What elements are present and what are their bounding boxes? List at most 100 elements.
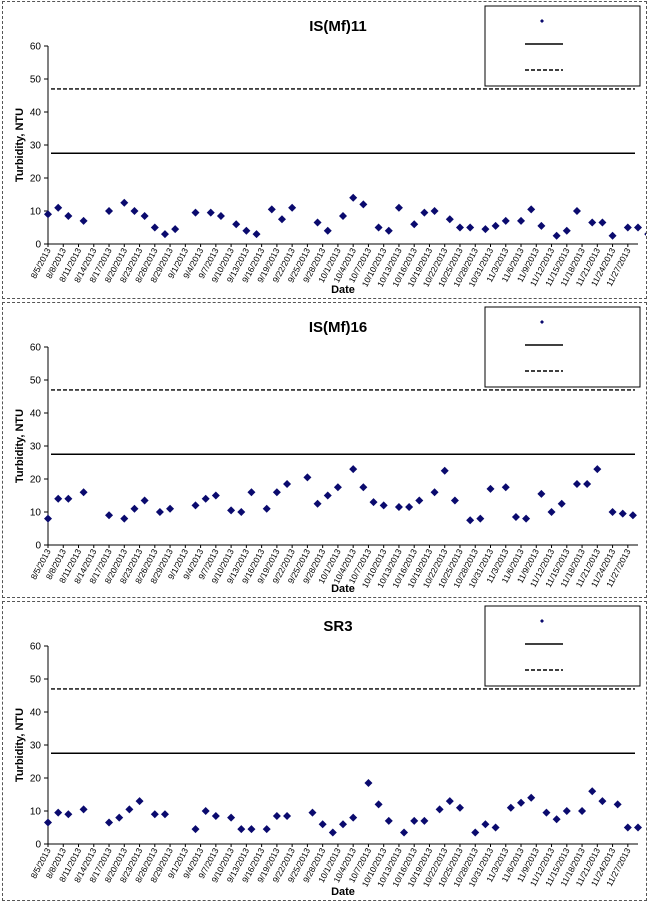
data-point: [557, 499, 566, 508]
data-point: [272, 811, 281, 820]
y-tick-label: 0: [35, 541, 41, 552]
data-point: [466, 516, 475, 525]
chart-title: IS(Mf)11: [309, 18, 367, 35]
data-point: [150, 810, 159, 819]
data-point: [364, 778, 373, 787]
y-tick-label: 40: [30, 409, 42, 420]
data-point: [445, 215, 454, 224]
y-tick-label: 50: [30, 675, 42, 686]
data-point: [450, 496, 459, 505]
data-point: [171, 225, 180, 234]
data-point: [150, 223, 159, 232]
data-point: [593, 465, 602, 474]
data-point: [262, 825, 271, 834]
data-point: [598, 218, 607, 227]
data-point: [481, 225, 490, 234]
data-point: [54, 203, 63, 212]
data-point: [486, 484, 495, 493]
data-point: [634, 223, 642, 232]
data-point: [105, 818, 114, 827]
data-point: [201, 494, 210, 503]
data-point: [313, 218, 322, 227]
y-tick-label: 30: [30, 741, 42, 752]
data-point: [420, 816, 429, 825]
data-point: [466, 223, 475, 232]
data-point: [359, 483, 368, 492]
data-point: [634, 823, 642, 832]
data-point: [120, 198, 129, 207]
data-point: [160, 810, 169, 819]
data-point: [511, 512, 520, 521]
data-point: [323, 491, 332, 500]
data-point: [522, 514, 531, 523]
data-point: [216, 211, 225, 220]
data-point: [339, 211, 347, 220]
data-point: [105, 511, 114, 520]
data-point: [232, 220, 241, 229]
data-point: [410, 220, 419, 229]
data-point: [517, 798, 526, 807]
data-point: [644, 230, 650, 239]
data-point: [140, 211, 149, 220]
data-point: [211, 811, 220, 820]
data-point: [400, 828, 409, 837]
x-axis-label: Date: [331, 284, 355, 296]
data-point: [323, 226, 332, 235]
data-point: [191, 501, 200, 510]
y-tick-label: 20: [30, 475, 42, 486]
data-point: [501, 216, 510, 225]
data-point: [430, 207, 439, 215]
data-point: [435, 805, 444, 814]
data-point: [308, 808, 317, 817]
data-point: [410, 816, 419, 825]
y-tick-label: 60: [30, 42, 42, 53]
data-point: [115, 813, 124, 822]
data-point: [227, 506, 236, 515]
data-point: [211, 491, 220, 500]
y-tick-label: 10: [30, 807, 42, 818]
y-tick-label: 50: [30, 75, 42, 86]
legend-marker: [540, 19, 544, 23]
x-axis-label: Date: [331, 886, 355, 898]
data-point: [537, 489, 546, 498]
y-tick-label: 20: [30, 774, 42, 785]
data-point: [430, 488, 439, 497]
data-point: [349, 193, 358, 202]
legend-box: [484, 605, 641, 687]
data-point: [191, 208, 200, 217]
legend-box: [484, 5, 641, 87]
data-point: [125, 805, 134, 814]
data-point: [598, 797, 607, 806]
y-tick-label: 0: [35, 240, 41, 251]
data-point: [79, 216, 88, 225]
data-point: [394, 503, 403, 512]
data-point: [349, 465, 358, 474]
data-point: [242, 226, 251, 235]
data-point: [527, 793, 536, 802]
data-point: [64, 494, 73, 503]
data-point: [578, 807, 587, 815]
y-axis-label: Turbidity, NTU: [14, 708, 26, 782]
chart-title: IS(Mf)16: [309, 319, 367, 336]
chart-title: SR3: [323, 618, 352, 635]
data-point: [394, 203, 403, 212]
data-point: [79, 488, 88, 497]
data-point: [283, 811, 292, 820]
data-point: [623, 823, 632, 832]
data-point: [623, 223, 632, 232]
y-tick-label: 20: [30, 174, 42, 185]
data-point: [445, 797, 454, 806]
data-point: [613, 800, 622, 809]
data-point: [201, 807, 210, 815]
data-point: [455, 223, 464, 232]
data-point: [303, 473, 312, 482]
data-point: [166, 504, 175, 513]
data-point: [374, 223, 383, 232]
data-point: [572, 207, 581, 215]
data-point: [44, 210, 52, 219]
data-point: [506, 803, 515, 812]
legend-box: [484, 306, 641, 388]
y-tick-label: 60: [30, 343, 42, 354]
y-tick-label: 30: [30, 442, 42, 453]
